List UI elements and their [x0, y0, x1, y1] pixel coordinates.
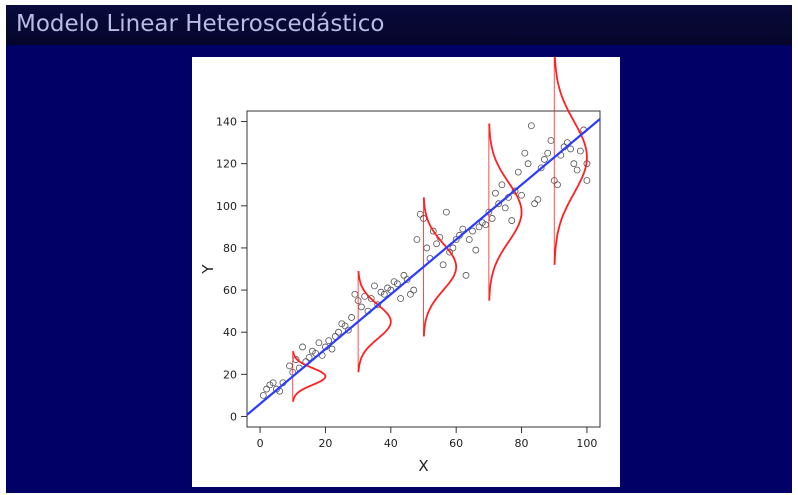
x-tick-label: 0	[257, 437, 264, 450]
data-point	[514, 168, 522, 176]
data-point	[259, 391, 267, 399]
density-curve	[553, 57, 588, 265]
data-point	[397, 295, 405, 302]
y-tick-label: 0	[230, 410, 237, 423]
regression-line-group	[246, 118, 601, 416]
density-curve	[292, 351, 327, 402]
data-point	[380, 290, 388, 298]
data-point	[344, 326, 352, 334]
data-point	[393, 280, 401, 288]
data-point	[442, 208, 450, 216]
data-point	[429, 227, 437, 235]
scatter-chart: 0 20 40 60 80 100 0 20 40 60 80 100 120 140 X Y	[199, 57, 601, 475]
data-point	[573, 166, 581, 174]
data-point	[459, 225, 467, 233]
x-tick-label: 20	[318, 437, 332, 450]
title-bar: Modelo Linear Heteroscedástico	[6, 5, 792, 45]
data-point	[527, 122, 535, 130]
data-point	[263, 385, 271, 393]
data-point	[554, 181, 561, 189]
data-point	[348, 314, 355, 321]
data-point	[501, 204, 509, 212]
data-points	[259, 122, 591, 399]
slide-title: Modelo Linear Heteroscedástico	[16, 11, 385, 37]
y-tick-label: 80	[223, 242, 237, 255]
y-tick-label: 60	[223, 284, 237, 297]
y-tick-label: 100	[216, 200, 237, 213]
data-point	[518, 191, 525, 199]
data-point	[286, 362, 293, 370]
data-point	[452, 236, 460, 243]
data-point	[423, 244, 431, 252]
x-tick-label: 80	[515, 437, 529, 450]
data-point	[407, 290, 414, 298]
data-point	[410, 286, 418, 294]
data-point	[469, 227, 476, 235]
x-axis-label: X	[418, 457, 428, 475]
data-point	[544, 149, 552, 157]
data-point	[547, 137, 555, 144]
data-point	[341, 322, 349, 330]
density-curves	[292, 57, 588, 402]
data-point	[371, 282, 378, 290]
y-axis-label: Y	[199, 264, 217, 275]
data-point	[269, 379, 277, 387]
data-point	[488, 215, 496, 222]
x-tick-label: 60	[449, 437, 463, 450]
data-point	[305, 354, 313, 361]
slide: Modelo Linear Heteroscedástico 0 20 40 60 80…	[6, 5, 792, 493]
data-point	[521, 149, 529, 157]
data-point	[534, 196, 542, 203]
density-curve	[357, 271, 392, 373]
y-tick-label: 140	[216, 116, 237, 129]
figure-panel: 0 20 40 60 80 100 0 20 40 60 80 100 120 140 X Y	[192, 57, 620, 487]
data-point	[328, 345, 336, 353]
data-point	[531, 200, 539, 208]
y-tick-label: 40	[223, 326, 237, 339]
density-curve	[488, 123, 523, 301]
data-point	[492, 189, 499, 197]
data-point	[357, 303, 365, 311]
data-point	[374, 301, 382, 309]
data-point	[439, 261, 447, 269]
density-curve	[423, 197, 458, 337]
x-tick-label: 40	[384, 437, 398, 450]
y-tick-label: 120	[216, 158, 237, 171]
regression-line	[246, 118, 601, 416]
data-point	[472, 246, 480, 254]
data-point	[335, 328, 342, 336]
data-point	[299, 343, 306, 351]
data-point	[570, 160, 578, 168]
data-point	[475, 223, 483, 231]
data-point	[498, 181, 506, 189]
data-point	[541, 156, 548, 163]
data-point	[315, 339, 323, 347]
data-point	[446, 248, 454, 256]
data-point	[567, 145, 574, 153]
data-point	[413, 236, 421, 243]
data-point	[367, 295, 375, 302]
plot-frame	[246, 110, 601, 428]
data-point	[465, 236, 473, 243]
data-point	[403, 276, 411, 283]
data-point	[449, 244, 457, 252]
data-point	[325, 337, 333, 345]
data-point	[351, 290, 359, 298]
data-point	[524, 160, 532, 168]
y-tick-label: 20	[223, 368, 237, 381]
data-point	[508, 217, 516, 224]
data-point	[583, 177, 591, 184]
data-point	[537, 164, 545, 172]
data-point	[576, 147, 584, 155]
data-point	[433, 240, 440, 248]
x-tick-label: 100	[576, 437, 597, 450]
data-point	[400, 271, 408, 279]
axes: 0 20 40 60 80 100 0 20 40 60 80 100 120 140	[216, 110, 601, 450]
data-point	[416, 210, 424, 218]
data-point	[462, 271, 470, 279]
data-point	[495, 200, 503, 208]
